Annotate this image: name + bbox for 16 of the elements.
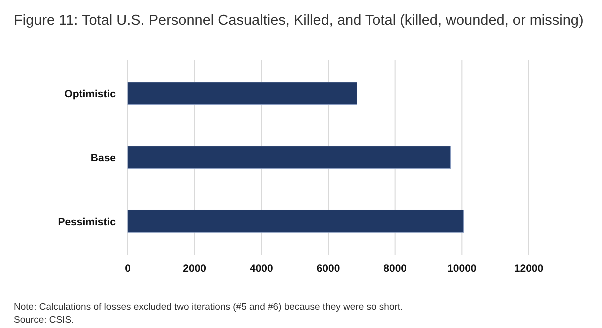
x-tick-label: 0 (125, 263, 132, 275)
bar (128, 210, 464, 233)
x-tick-label: 4000 (250, 263, 274, 275)
x-tick-label: 10000 (448, 263, 477, 275)
y-tick-label: Pessimistic (58, 216, 116, 228)
chart-title: Figure 11: Total U.S. Personnel Casualties, Killed, and Total (killed, wounded, or missing) (14, 13, 584, 29)
text: Note: Calculations of losses excluded two iterations (#5 and #6) because they were so short. (14, 302, 404, 313)
bar (128, 146, 452, 169)
x-tick-label: 2000 (183, 263, 207, 275)
y-tick-label: Base (90, 152, 116, 164)
x-tick-label: 8000 (384, 263, 408, 275)
bar (128, 82, 358, 106)
source-note: Source: CSIS. (14, 315, 74, 326)
x-tick-label: 6000 (316, 263, 340, 275)
y-tick-label: Optimistic (64, 88, 116, 101)
x-tick-label: 12000 (514, 263, 544, 275)
